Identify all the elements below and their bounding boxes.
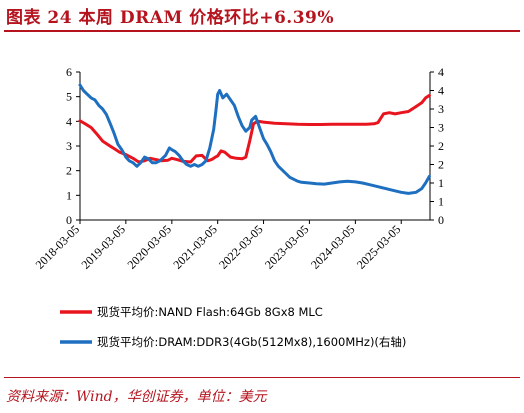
right-y-tick-label: 2 [438,139,444,153]
series-layer [78,83,431,195]
chart-axes: 0 1 2 3 4 5 6 0 1 1 2 2 3 3 4 4 2018-03-052019-03-052020… [33,65,444,272]
right-y-tick-label: 4 [438,84,444,98]
dram-ddr3-series-line [78,83,431,195]
x-tick-label: 2020-03-05 [124,222,173,271]
right-y-tick-label: 2 [438,158,444,172]
chart-legend: 现货平均价:NAND Flash:64Gb 8Gx8 MLC 现货平均价:DRAM… [60,305,406,349]
x-tick-label: 2018-03-05 [33,222,82,271]
x-tick-label: 2023-03-05 [262,222,311,271]
left-y-tick-label: 4 [66,114,72,128]
title-divider [4,30,520,32]
right-y-tick-label: 4 [438,65,444,79]
dual-axis-line-chart: 0 1 2 3 4 5 6 0 1 1 2 2 3 3 4 4 2018-03-052019-03-052020… [33,65,444,349]
x-tick-label: 2024-03-05 [308,222,357,271]
nand-flash-series-line [78,93,431,164]
right-y-tick-label: 3 [438,102,444,116]
footer-divider [4,377,520,378]
source-note: 资料来源：Wind，华创证券，单位：美元 [6,389,267,405]
right-y-tick-label: 3 [438,121,444,135]
right-y-tick-label: 1 [438,176,444,190]
left-y-tick-label: 1 [66,188,72,202]
left-y-tick-label: 5 [66,90,72,104]
left-y-tick-label: 3 [66,139,72,153]
x-tick-label: 2019-03-05 [78,222,127,271]
x-tick-label: 2025-03-05 [354,222,403,271]
left-y-tick-label: 6 [66,65,72,79]
x-tick-label: 2021-03-05 [170,222,219,271]
legend-label-dram: 现货平均价:DRAM:DDR3(4Gb(512Mx8),1600MHz)(右轴) [97,335,406,349]
right-y-tick-label: 0 [438,213,444,227]
chart-title: 图表 24 本周 DRAM 价格环比+6.39% [6,8,335,28]
legend-label-nand: 现货平均价:NAND Flash:64Gb 8Gx8 MLC [97,305,323,319]
right-y-tick-label: 1 [438,195,444,209]
left-y-tick-label: 2 [66,164,72,178]
x-tick-label: 2022-03-05 [216,222,265,271]
left-y-tick-label: 0 [66,213,72,227]
